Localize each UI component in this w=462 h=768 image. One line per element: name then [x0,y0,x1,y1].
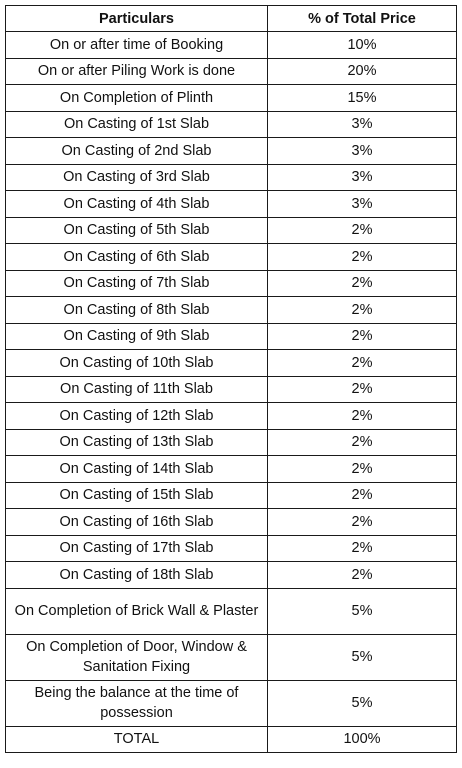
cell-particulars: On Casting of 14th Slab [5,455,268,483]
cell-percent: 2% [267,322,457,350]
total-row: TOTAL 100% [5,725,457,753]
table-row: On Casting of 18th Slab 2% [5,561,457,589]
cell-particulars: On Completion of Brick Wall & Plaster [5,587,268,635]
cell-particulars: On Casting of 15th Slab [5,481,268,509]
cell-particulars: On Casting of 10th Slab [5,349,268,377]
cell-percent: 5% [267,633,457,681]
table-row: On Casting of 5th Slab 2% [5,216,457,244]
table-row: On Completion of Door, Window & Sanitati… [5,633,457,681]
header-particulars: Particulars [5,5,268,32]
cell-total-label: TOTAL [5,725,268,753]
cell-percent: 15% [267,84,457,112]
cell-particulars: On Completion of Plinth [5,84,268,112]
cell-particulars: On Casting of 1st Slab [5,110,268,138]
table-row: On Completion of Brick Wall & Plaster 5% [5,587,457,635]
cell-total-percent: 100% [267,725,457,753]
cell-percent: 2% [267,402,457,430]
cell-particulars: On Casting of 5th Slab [5,216,268,244]
cell-percent: 2% [267,269,457,297]
cell-percent: 2% [267,534,457,562]
cell-particulars: On Casting of 13th Slab [5,428,268,456]
table-row: On Casting of 13th Slab 2% [5,428,457,456]
cell-particulars: On Casting of 9th Slab [5,322,268,350]
cell-percent: 2% [267,428,457,456]
cell-percent: 2% [267,561,457,589]
cell-percent: 10% [267,31,457,59]
cell-particulars: On Casting of 11th Slab [5,375,268,403]
table-row: On or after Piling Work is done 20% [5,57,457,85]
cell-percent: 2% [267,349,457,377]
table-row: On Casting of 12th Slab 2% [5,402,457,430]
table-row: On Casting of 4th Slab 3% [5,190,457,218]
cell-percent: 2% [267,508,457,536]
header-percent-of-total-price: % of Total Price [267,5,457,32]
table-row: On Casting of 11th Slab 2% [5,375,457,403]
table-row: On Casting of 16th Slab 2% [5,508,457,536]
table-row: On Completion of Plinth 15% [5,84,457,112]
cell-percent: 2% [267,455,457,483]
table-row: On Casting of 6th Slab 2% [5,243,457,271]
cell-particulars: On Casting of 4th Slab [5,190,268,218]
payment-schedule-table: Particulars % of Total Price On or after… [5,5,457,753]
cell-percent: 2% [267,243,457,271]
table-row: On Casting of 8th Slab 2% [5,296,457,324]
cell-percent: 2% [267,216,457,244]
payment-schedule: Particulars % of Total Price On or after… [5,5,457,753]
cell-percent: 3% [267,190,457,218]
cell-particulars: On Casting of 3rd Slab [5,163,268,191]
table-header-row: Particulars % of Total Price [5,5,457,32]
table-row: On Casting of 7th Slab 2% [5,269,457,297]
cell-particulars: On Completion of Door, Window & Sanitati… [5,633,268,681]
table-row: On or after time of Booking 10% [5,31,457,59]
cell-percent: 2% [267,296,457,324]
table-row: On Casting of 10th Slab 2% [5,349,457,377]
table-row: Being the balance at the time of possess… [5,679,457,727]
cell-percent: 2% [267,375,457,403]
cell-particulars: On or after Piling Work is done [5,57,268,85]
cell-percent: 5% [267,679,457,727]
cell-percent: 5% [267,587,457,635]
cell-particulars: Being the balance at the time of possess… [5,679,268,727]
cell-percent: 3% [267,137,457,165]
cell-particulars: On Casting of 18th Slab [5,561,268,589]
cell-percent: 2% [267,481,457,509]
table-row: On Casting of 3rd Slab 3% [5,163,457,191]
cell-particulars: On Casting of 12th Slab [5,402,268,430]
table-row: On Casting of 14th Slab 2% [5,455,457,483]
table-row: On Casting of 9th Slab 2% [5,322,457,350]
table-row: On Casting of 2nd Slab 3% [5,137,457,165]
cell-particulars: On Casting of 7th Slab [5,269,268,297]
cell-percent: 20% [267,57,457,85]
cell-particulars: On Casting of 8th Slab [5,296,268,324]
cell-percent: 3% [267,163,457,191]
cell-particulars: On Casting of 2nd Slab [5,137,268,165]
table-row: On Casting of 17th Slab 2% [5,534,457,562]
table-row: On Casting of 15th Slab 2% [5,481,457,509]
cell-particulars: On Casting of 6th Slab [5,243,268,271]
table-row: On Casting of 1st Slab 3% [5,110,457,138]
cell-particulars: On or after time of Booking [5,31,268,59]
cell-percent: 3% [267,110,457,138]
cell-particulars: On Casting of 17th Slab [5,534,268,562]
cell-particulars: On Casting of 16th Slab [5,508,268,536]
